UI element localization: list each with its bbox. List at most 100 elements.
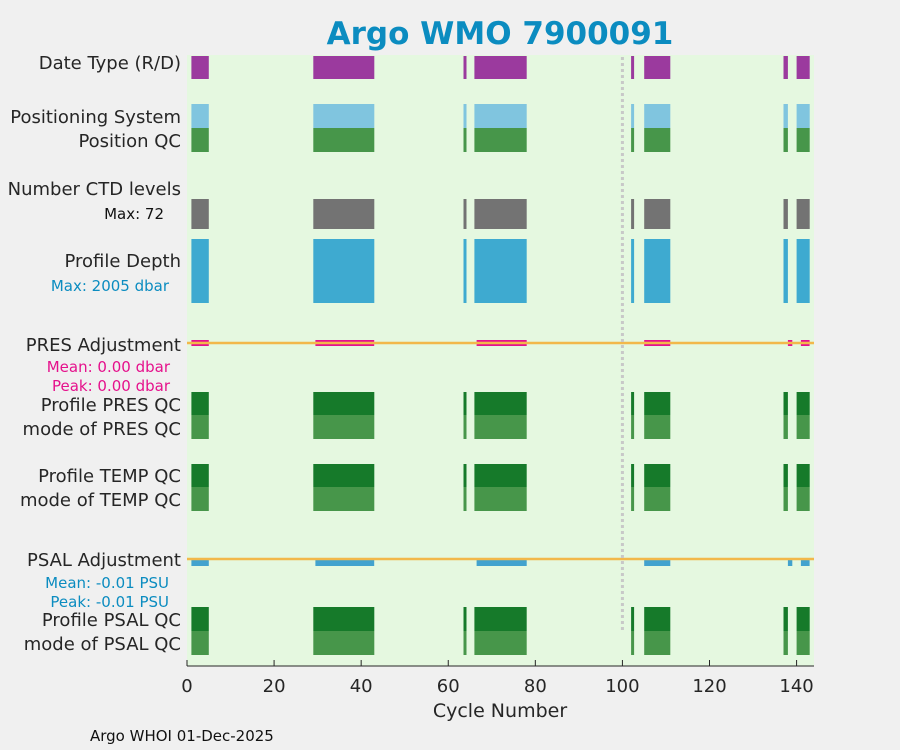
mode-pres-qc-bar-2 <box>463 415 467 439</box>
profile-temp-qc-bar-0 <box>191 464 209 487</box>
profile-pres-qc-bar-4 <box>631 392 635 415</box>
mode-temp-qc-bar-6 <box>783 487 788 511</box>
row-label-number-ctd: Number CTD levels <box>8 179 181 200</box>
profile-temp-qc-bar-2 <box>463 464 467 487</box>
position-qc-bar-4 <box>631 128 635 152</box>
row-label-mode-temp-qc: mode of TEMP QC <box>20 490 181 511</box>
profile-psal-qc-bar-3 <box>474 607 527 631</box>
mode-psal-qc-bar-6 <box>783 631 788 655</box>
number-ctd-bar-6 <box>783 199 788 229</box>
positioning-system-bar-4 <box>631 104 635 128</box>
profile-temp-qc-bar-4 <box>631 464 635 487</box>
mode-temp-qc-bar-1 <box>313 487 375 511</box>
number-ctd-bar-0 <box>191 199 209 229</box>
mode-pres-qc-bar-4 <box>631 415 635 439</box>
mode-pres-qc-bar-6 <box>783 415 788 439</box>
x-ticks: 0 20 40 60 80 100 120 140 <box>181 660 814 697</box>
mode-pres-qc-bar-3 <box>474 415 527 439</box>
positioning-system-bar-1 <box>313 104 375 128</box>
x-tick-label: 100 <box>605 676 639 697</box>
date-type-bar-6 <box>783 56 788 79</box>
profile-pres-qc-bar-6 <box>783 392 788 415</box>
psal-adjustment-bar-0 <box>191 559 209 566</box>
number-ctd-bar-2 <box>463 199 467 229</box>
date-type-bar-4 <box>631 56 635 79</box>
profile-psal-qc-bar-0 <box>191 607 209 631</box>
profile-depth-bar-1 <box>313 239 375 303</box>
mode-psal-qc-bar-3 <box>474 631 527 655</box>
number-ctd-bar-1 <box>313 199 375 229</box>
profile-psal-qc-bar-5 <box>644 607 671 631</box>
x-tick-label: 60 <box>437 676 460 697</box>
row-label-profile-psal-qc: Profile PSAL QC <box>42 610 181 631</box>
mode-psal-qc-bar-1 <box>313 631 375 655</box>
positioning-system-bar-0 <box>191 104 209 128</box>
profile-pres-qc-bar-2 <box>463 392 467 415</box>
positioning-system-bar-3 <box>474 104 527 128</box>
mode-psal-qc-bar-7 <box>796 631 810 655</box>
chart-title: Argo WMO 7900091 <box>327 16 674 52</box>
x-tick-label: 20 <box>263 676 286 697</box>
date-type-bar-2 <box>463 56 467 79</box>
number-ctd-bar-3 <box>474 199 527 229</box>
positioning-system-bar-5 <box>644 104 671 128</box>
x-tick-label: 40 <box>350 676 373 697</box>
mode-temp-qc-bar-2 <box>463 487 467 511</box>
profile-temp-qc-bar-5 <box>644 464 671 487</box>
profile-psal-qc-bar-1 <box>313 607 375 631</box>
psal-mean-annotation: Mean: -0.01 PSU <box>45 574 169 592</box>
profile-pres-qc-bar-7 <box>796 392 810 415</box>
mode-psal-qc-bar-5 <box>644 631 671 655</box>
row-label-position-qc: Position QC <box>78 131 181 152</box>
x-tick-label: 120 <box>692 676 726 697</box>
psal-adjustment-bar-4 <box>787 559 793 566</box>
x-tick-label: 80 <box>524 676 547 697</box>
date-type-bar-3 <box>474 56 527 79</box>
mode-pres-qc-bar-1 <box>313 415 375 439</box>
profile-depth-bar-7 <box>796 239 810 303</box>
footer-text: Argo WHOI 01-Dec-2025 <box>90 727 274 745</box>
mode-temp-qc-bar-0 <box>191 487 209 511</box>
mode-psal-qc-bar-2 <box>463 631 467 655</box>
number-ctd-bar-4 <box>631 199 635 229</box>
row-label-positioning-system: Positioning System <box>10 107 181 128</box>
mode-pres-qc-bar-0 <box>191 415 209 439</box>
psal-adjustment-bar-5 <box>800 559 810 566</box>
depth-max-annotation: Max: 2005 dbar <box>51 277 170 295</box>
profile-temp-qc-bar-7 <box>796 464 810 487</box>
mode-pres-qc-bar-7 <box>796 415 810 439</box>
profile-depth-bar-6 <box>783 239 788 303</box>
mode-temp-qc-bar-5 <box>644 487 671 511</box>
row-label-profile-depth: Profile Depth <box>64 251 181 272</box>
profile-pres-qc-bar-3 <box>474 392 527 415</box>
row-label-pres-adjustment: PRES Adjustment <box>26 335 181 356</box>
ctd-max-annotation: Max: 72 <box>104 205 164 223</box>
number-ctd-bar-5 <box>644 199 671 229</box>
position-qc-bar-7 <box>796 128 810 152</box>
position-qc-bar-2 <box>463 128 467 152</box>
psal-peak-annotation: Peak: -0.01 PSU <box>50 593 169 611</box>
mode-psal-qc-bar-4 <box>631 631 635 655</box>
x-axis-label: Cycle Number <box>433 700 567 722</box>
number-ctd-bar-7 <box>796 199 810 229</box>
position-qc-bar-0 <box>191 128 209 152</box>
profile-depth-bar-5 <box>644 239 671 303</box>
row-label-profile-temp-qc: Profile TEMP QC <box>38 466 181 487</box>
position-qc-bar-1 <box>313 128 375 152</box>
row-label-date-type: Date Type (R/D) <box>39 53 181 74</box>
position-qc-bar-5 <box>644 128 671 152</box>
date-type-bar-7 <box>796 56 810 79</box>
profile-pres-qc-bar-0 <box>191 392 209 415</box>
profile-psal-qc-bar-6 <box>783 607 788 631</box>
positioning-system-bar-7 <box>796 104 810 128</box>
profile-psal-qc-bar-7 <box>796 607 810 631</box>
positioning-system-bar-2 <box>463 104 467 128</box>
pres-peak-annotation: Peak: 0.00 dbar <box>52 377 171 395</box>
profile-pres-qc-bar-1 <box>313 392 375 415</box>
date-type-bar-5 <box>644 56 671 79</box>
mode-temp-qc-bar-4 <box>631 487 635 511</box>
row-label-profile-pres-qc: Profile PRES QC <box>41 395 181 416</box>
mode-temp-qc-bar-7 <box>796 487 810 511</box>
profile-psal-qc-bar-4 <box>631 607 635 631</box>
